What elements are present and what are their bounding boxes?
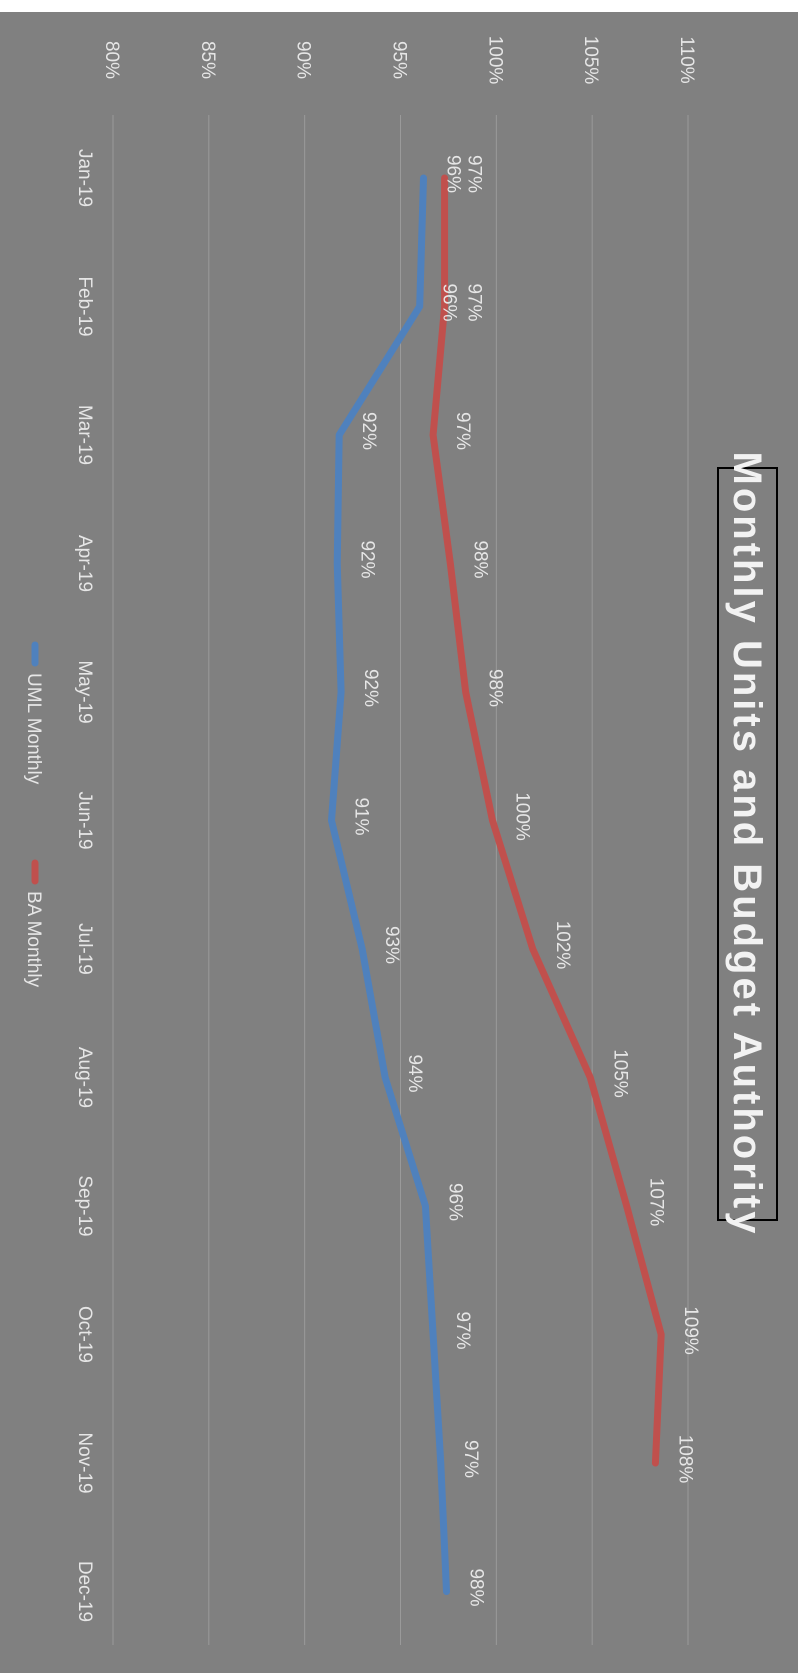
chart-title: Monthly Units and Budget Authority	[725, 452, 769, 1237]
data-label: 100%	[512, 792, 533, 841]
y-tick-label: 95%	[389, 41, 410, 79]
chart-background	[0, 12, 798, 1673]
x-tick-label: Jul-19	[74, 923, 95, 975]
legend-label: BA Monthly	[23, 891, 44, 988]
x-tick-label: Aug-19	[74, 1047, 95, 1108]
data-label: 98%	[469, 540, 490, 578]
x-tick-label: May-19	[74, 660, 95, 723]
x-tick-label: Apr-19	[74, 535, 95, 592]
chart-title-box: Monthly Units and Budget Authority	[718, 452, 777, 1237]
data-label: 97%	[464, 283, 485, 321]
x-tick-label: Oct-19	[74, 1306, 95, 1363]
y-tick-label: 80%	[101, 41, 122, 79]
data-label: 92%	[356, 540, 377, 578]
y-tick-label: 85%	[197, 41, 218, 79]
data-label: 97%	[452, 412, 473, 450]
data-label: 96%	[439, 283, 460, 321]
y-tick-label: 105%	[580, 36, 601, 85]
legend-label: UML Monthly	[23, 673, 44, 785]
y-tick-label: 100%	[484, 36, 505, 85]
x-tick-label: Jan-19	[74, 149, 95, 207]
y-tick-label: 110%	[676, 36, 697, 83]
data-label: 97%	[452, 1311, 473, 1349]
data-label: 109%	[680, 1306, 701, 1355]
data-label: 91%	[351, 797, 372, 835]
data-label: 94%	[404, 1054, 425, 1092]
data-label: 96%	[444, 1183, 465, 1221]
data-label: 107%	[646, 1178, 667, 1227]
data-label: 97%	[464, 155, 485, 193]
data-label: 102%	[552, 921, 573, 970]
x-tick-label: Jun-19	[74, 791, 95, 849]
data-label: 98%	[485, 669, 506, 707]
data-label: 108%	[674, 1435, 695, 1484]
data-label: 92%	[358, 412, 379, 450]
data-label: 97%	[460, 1440, 481, 1478]
x-tick-label: Feb-19	[74, 276, 95, 336]
data-label: 105%	[609, 1049, 630, 1098]
data-label: 92%	[360, 669, 381, 707]
x-tick-label: Dec-19	[74, 1561, 95, 1622]
data-label: 93%	[381, 926, 402, 964]
x-tick-label: Nov-19	[74, 1432, 95, 1493]
x-tick-label: Sep-19	[74, 1175, 95, 1236]
x-tick-label: Mar-19	[74, 405, 95, 465]
data-label: 98%	[466, 1568, 487, 1606]
data-label: 96%	[443, 155, 464, 193]
y-tick-label: 90%	[293, 41, 314, 79]
